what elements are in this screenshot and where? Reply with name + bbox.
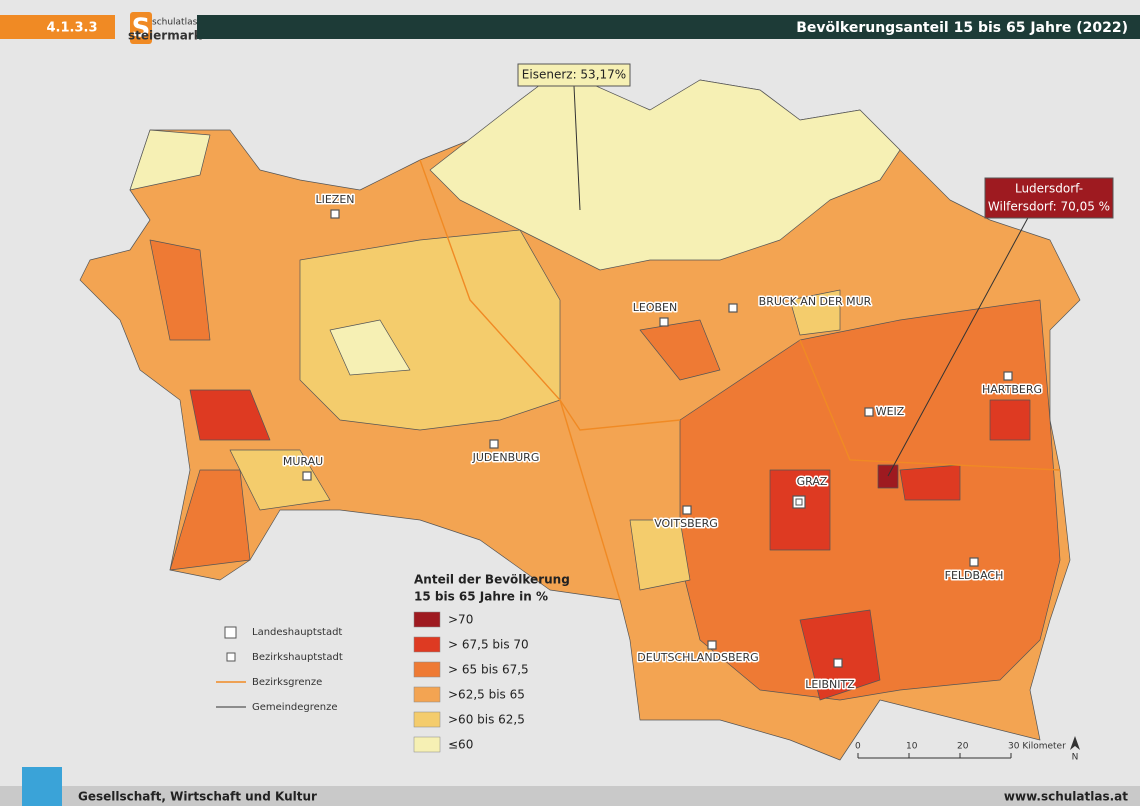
symbol-label: Gemeindegrenze [252,702,338,713]
city-label: FELDBACH [945,569,1004,582]
north-label: N [1072,753,1079,763]
labels: LIEZEN LEOBEN BRUCK AN DER MUR HARTBERG WEIZ… [281,192,1043,693]
legend-label: >62,5 bis 65 [448,688,525,702]
legend-swatch [413,686,441,703]
city-marker [833,658,843,668]
city-marker [1003,371,1013,381]
legend-title: 15 bis 65 Jahre in % [414,590,548,604]
legend-label: ≤60 [448,738,473,752]
logo-bottom: steiermark [128,29,203,43]
symbol-label: Landeshauptstadt [252,627,342,638]
city-marker [330,209,340,219]
regions [79,69,1081,761]
legend-swatch [413,711,441,728]
callout-text: Eisenerz: 53,17% [522,68,626,82]
callout-text: Ludersdorf- [1015,182,1083,196]
callout-text: Wilfersdorf: 70,05 % [988,200,1110,214]
legend-title: Anteil der Bevölkerung [414,573,570,587]
legend-label: >60 bis 62,5 [448,713,525,727]
region [329,319,411,376]
city-marker [864,407,874,417]
map-title: Bevölkerungsanteil 15 bis 65 Jahre (2022… [796,20,1128,36]
logo-top: schulatlas [152,18,198,28]
region [189,389,271,441]
symbol [226,652,236,662]
legend-swatch [413,661,441,678]
city-marker [659,317,669,327]
logo-letter: S [132,14,151,44]
region [789,289,841,336]
city-marker [792,495,806,509]
city-label: VOITSBERG [654,517,718,530]
region [877,464,899,489]
footer-logo [22,767,62,806]
city-marker [682,505,692,515]
footer-right: www.schulatlas.at [1004,790,1128,804]
callout-leader [887,213,1031,477]
city-marker [728,303,738,313]
symbol [224,626,237,639]
city-marker-inner [795,498,803,506]
region [799,609,881,701]
callout-box [517,63,631,87]
legend-label: > 67,5 bis 70 [448,638,529,652]
callout-box [984,177,1114,219]
legend-label: >70 [448,613,473,627]
region [299,229,561,431]
city-label: LEIBNITZ [805,678,855,691]
footer-bar [0,786,1140,806]
legend-swatch [413,636,441,653]
north-arrow [1070,736,1080,750]
city-label: WEIZ [876,405,905,418]
city-label: MURAU [283,455,323,468]
region [429,69,901,271]
city-label: JUDENBURG [472,451,540,464]
city-label: HARTBERG [982,383,1042,396]
legend-swatch [413,736,441,753]
city-label: LIEZEN [315,193,354,206]
region [639,319,721,381]
legend-swatch [413,611,441,628]
footer-left: Gesellschaft, Wirtschaft und Kultur [78,790,317,804]
logo-mark [130,12,152,44]
region [989,399,1031,441]
legend-label: > 65 bis 67,5 [448,663,529,677]
region [129,129,211,191]
region [769,469,831,551]
bezirk-boundary [799,339,1061,471]
section-box [0,15,115,39]
title-bar [197,15,1140,39]
city-label: DEUTSCHLANDSBERG [637,651,758,664]
city-marker [707,640,717,650]
city-label: GRAZ [797,475,828,488]
section-number: 4.1.3.3 [47,21,98,36]
bezirk-boundary [559,399,621,601]
symbol-label: Bezirksgrenze [252,677,322,688]
city-label: LEOBEN [633,301,677,314]
region [629,519,691,591]
scale-label: 10 [906,742,918,752]
symbol-label: Bezirkshauptstadt [252,652,343,663]
city-marker [302,471,312,481]
region [229,449,331,511]
callout-leader [573,85,581,211]
region [169,469,251,571]
city-label: BRUCK AN DER MUR [759,295,872,308]
scale-label: 20 [957,742,969,752]
scale-label: 30 Kilometer [1008,742,1066,752]
city-marker [969,557,979,567]
region [149,239,211,341]
region [899,464,961,501]
symbol-legend: Landeshauptstadt Bezirkshauptstadt Bezirks… [216,626,343,713]
scale-bar: 0 10 20 30 Kilometer N [855,736,1080,763]
legend: Anteil der Bevölkerung 15 bis 65 Jahre in… [413,573,570,753]
city-marker [489,439,499,449]
scale-label: 0 [855,742,861,752]
